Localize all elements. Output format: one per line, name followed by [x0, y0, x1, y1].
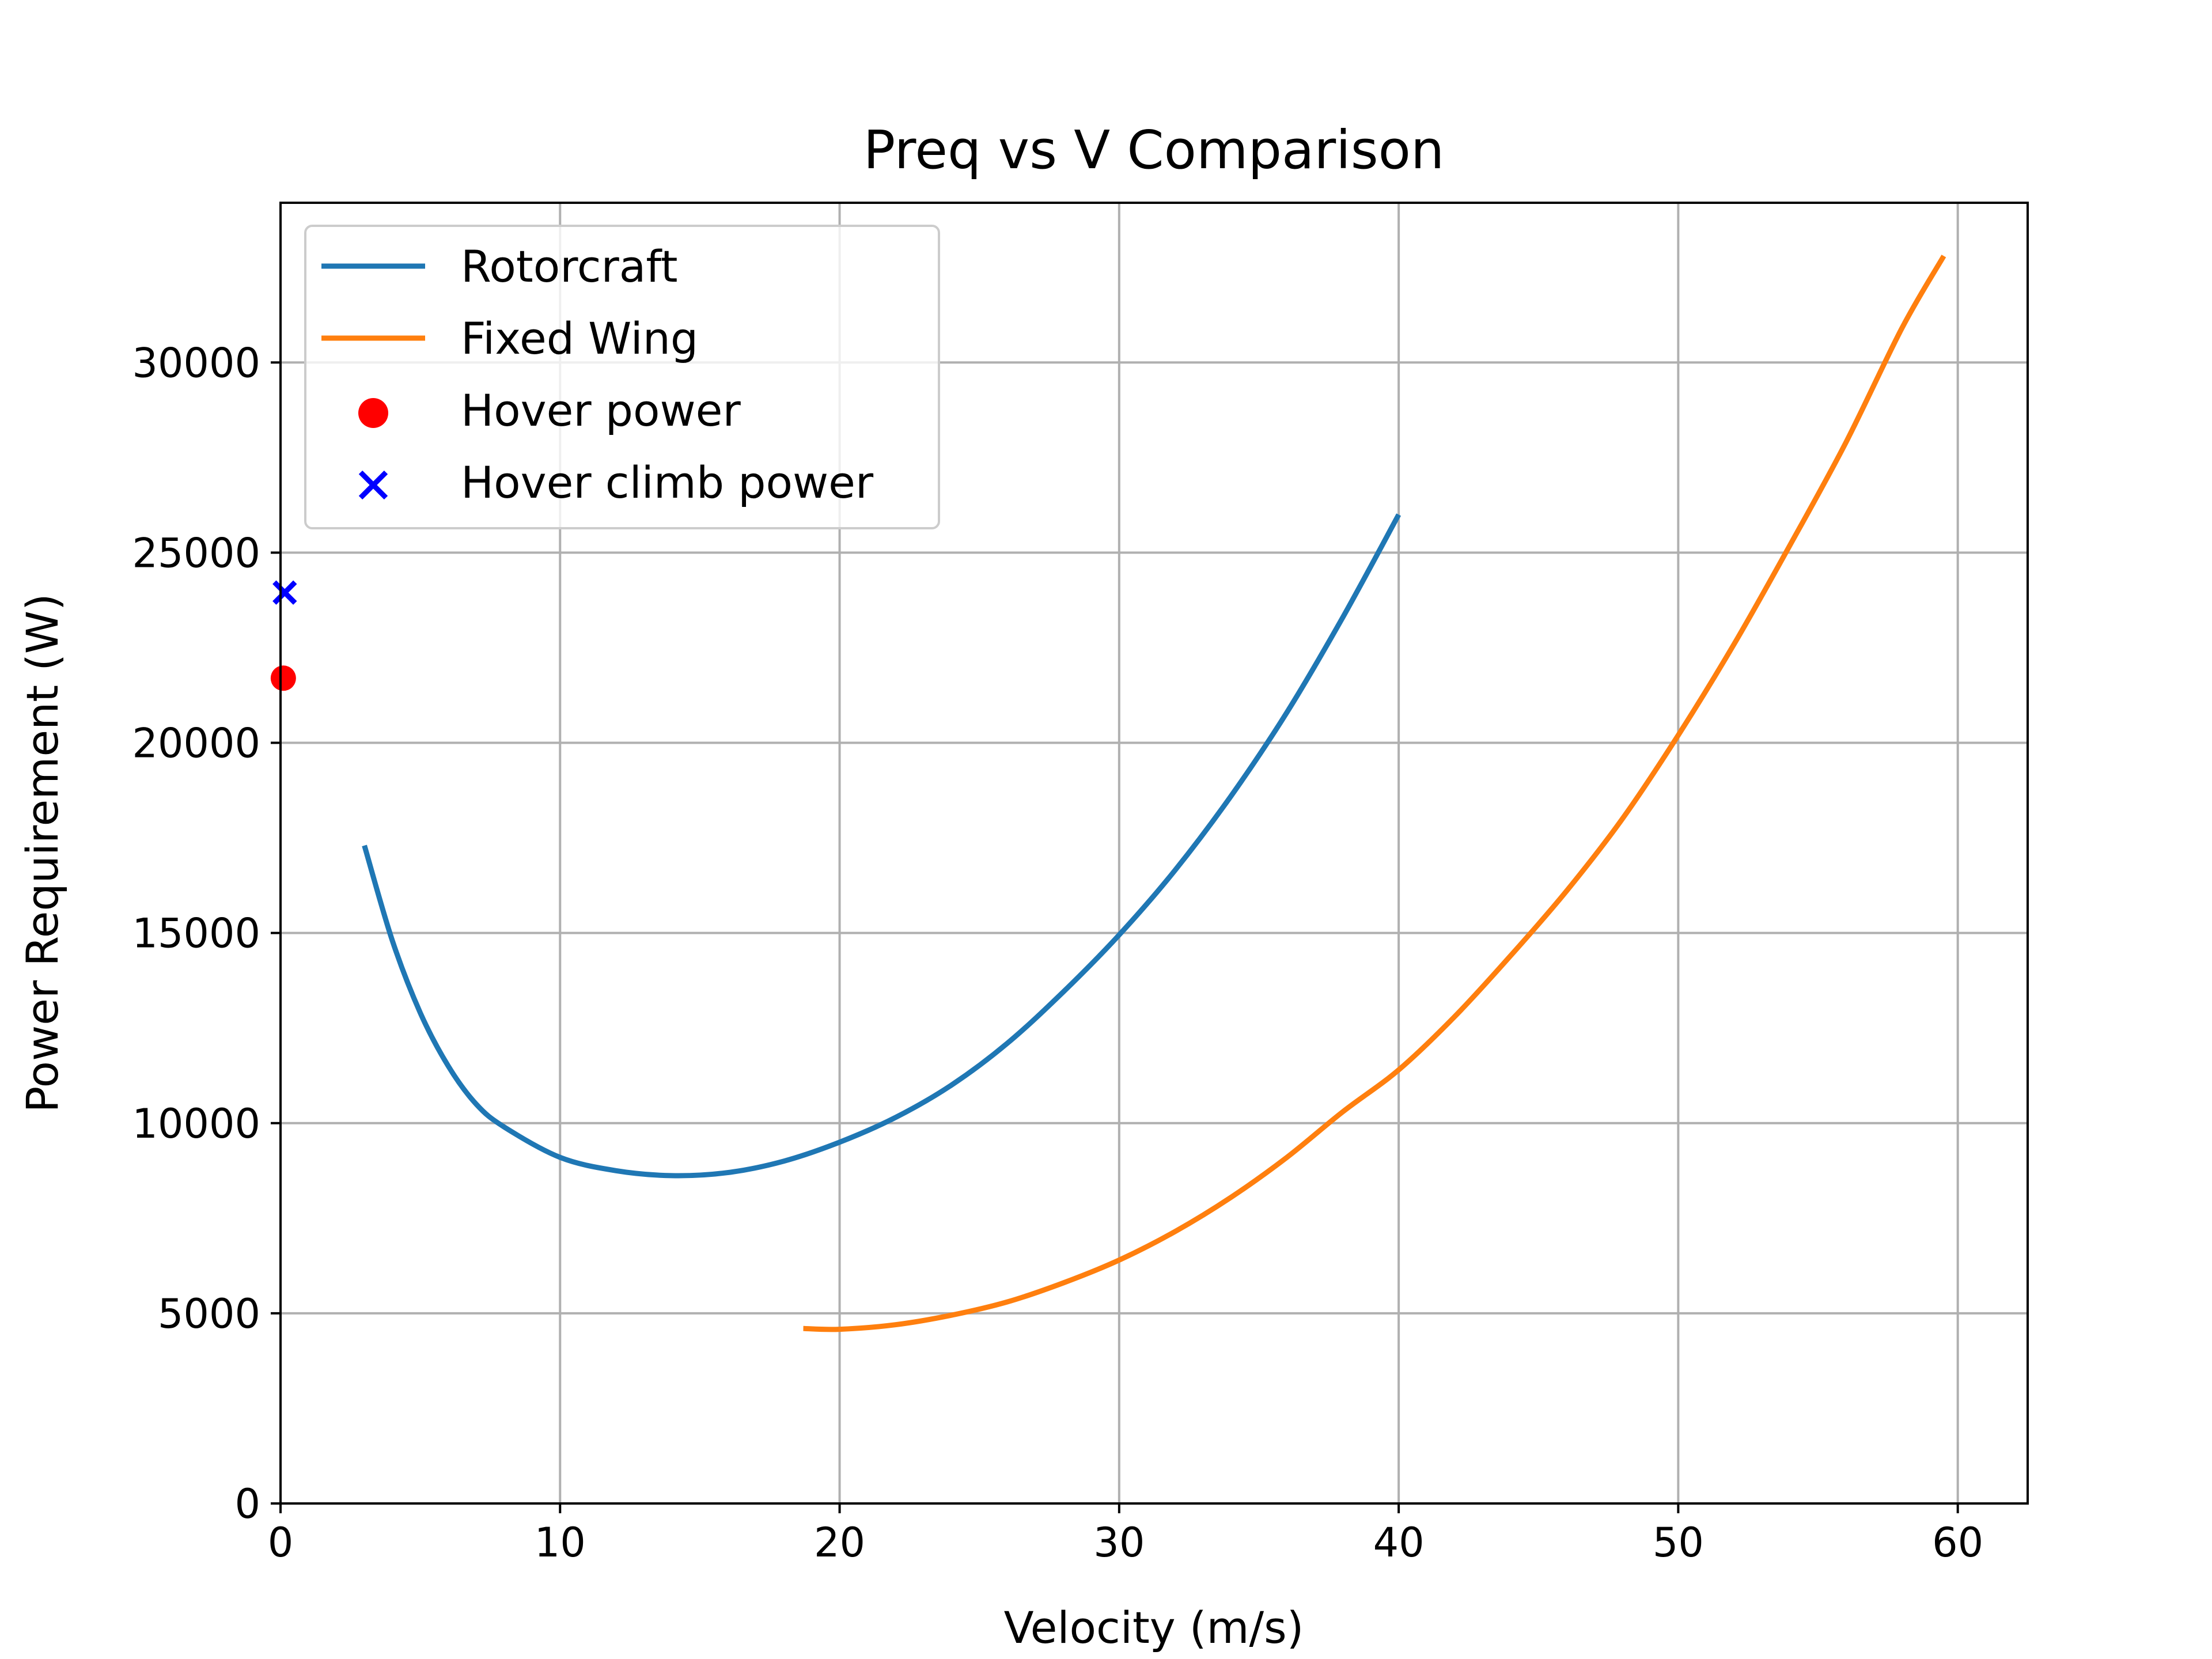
- y-axis-title: Power Requirement (W): [17, 593, 68, 1112]
- x-tick-label: 30: [1093, 1519, 1145, 1566]
- x-tick-label: 20: [814, 1519, 865, 1566]
- legend-label-fixed-wing: Fixed Wing: [461, 313, 698, 364]
- x-tick-label: 10: [535, 1519, 586, 1566]
- x-axis-title: Velocity (m/s): [1004, 1602, 1304, 1653]
- rotorcraft-line: [362, 513, 1402, 1179]
- chart-title: Preq vs V Comparison: [863, 119, 1445, 181]
- y-tick-label: 15000: [132, 910, 260, 957]
- legend-swatch-hover-climb-power: [358, 470, 388, 500]
- legend-label-hover-climb-power: Hover climb power: [461, 457, 874, 508]
- series-layer: [270, 255, 1946, 1332]
- plot-frame: [279, 202, 2029, 1505]
- axis-ticks: 0 10 20 30 40 50 60 0 5000 10000 15000 20000 25000 30…: [132, 339, 1983, 1566]
- hover-power-marker: [270, 665, 296, 691]
- legend: Rotorcraft Fixed Wing Hover power Hover cli…: [304, 225, 940, 529]
- legend-swatch-hover-power: [358, 398, 388, 428]
- legend-box: [304, 225, 940, 529]
- hover-climb-power-marker: [272, 580, 297, 605]
- y-tick-label: 5000: [158, 1290, 260, 1338]
- y-tick-label: 10000: [132, 1100, 260, 1147]
- y-tick-label: 30000: [132, 339, 260, 387]
- x-tick-label: 40: [1373, 1519, 1425, 1566]
- fixed-wing-line: [803, 255, 1946, 1332]
- legend-label-rotorcraft: Rotorcraft: [461, 241, 678, 292]
- y-tick-label: 20000: [132, 720, 260, 767]
- y-tick-label: 25000: [132, 529, 260, 577]
- x-tick-label: 50: [1653, 1519, 1704, 1566]
- x-tick-label: 60: [1932, 1519, 1983, 1566]
- legend-label-hover-power: Hover power: [461, 385, 741, 436]
- x-tick-label: 0: [268, 1519, 294, 1566]
- y-tick-label: 0: [234, 1480, 260, 1528]
